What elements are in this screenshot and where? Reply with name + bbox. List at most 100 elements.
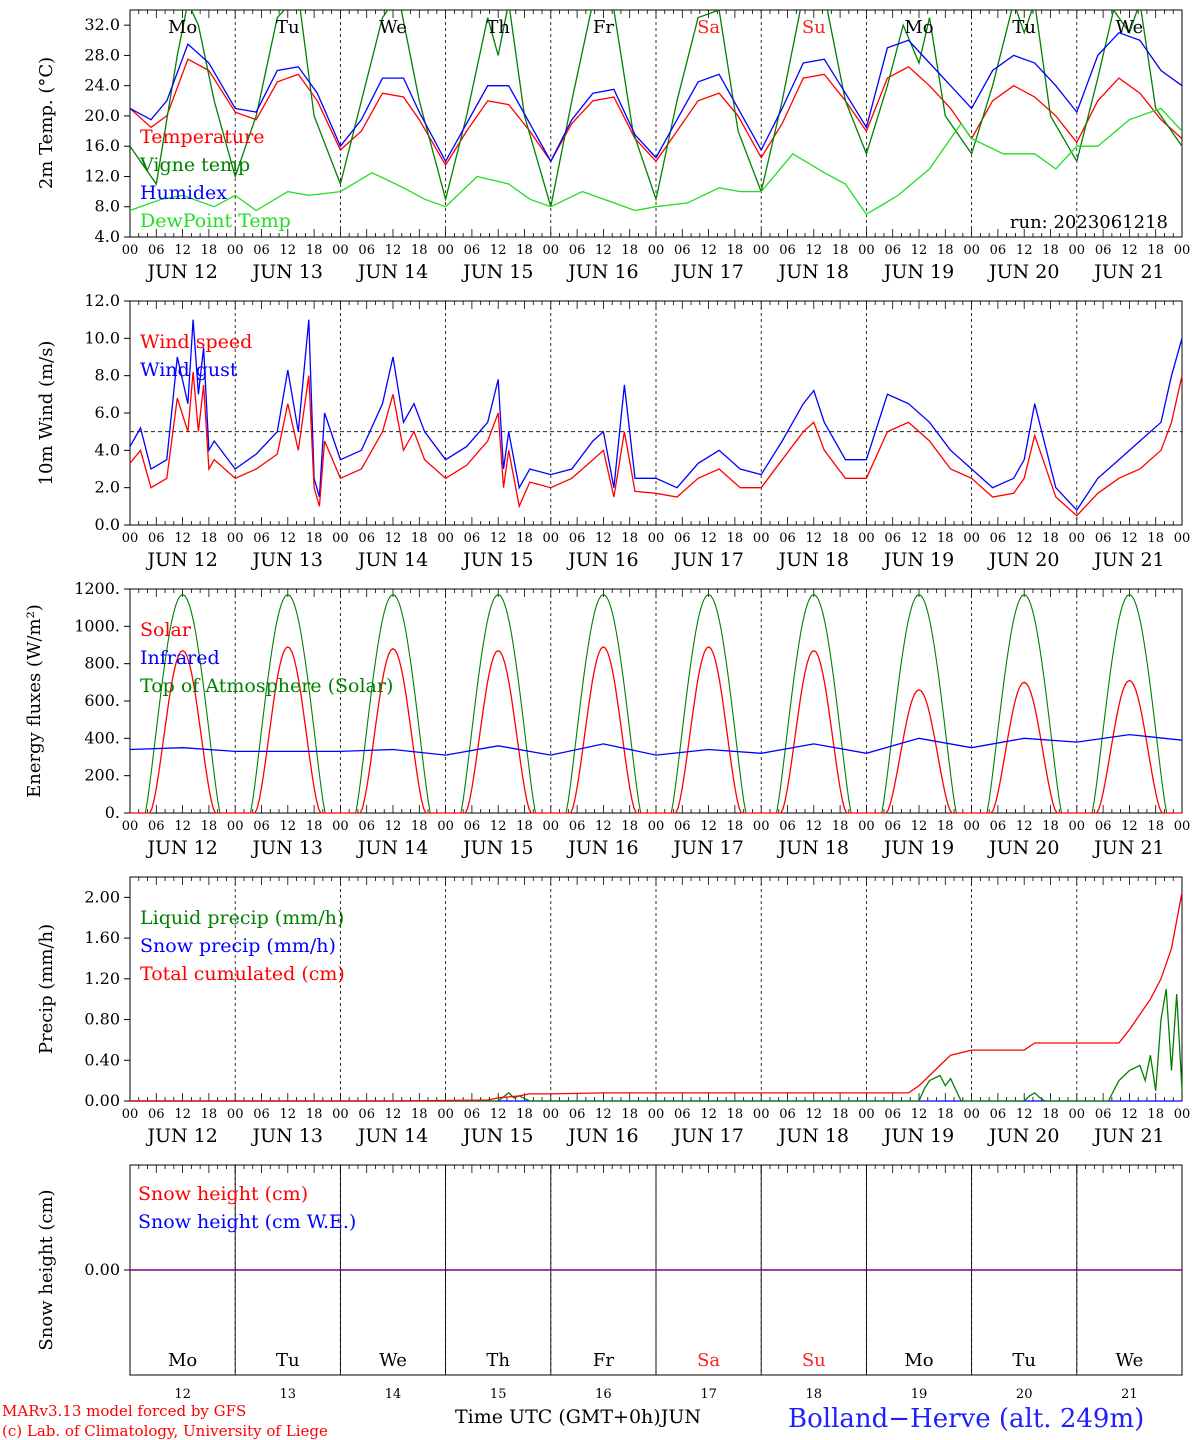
hour-tick-label: 00	[122, 819, 139, 834]
hour-tick-label: 12	[911, 243, 928, 258]
day-label: JUN 12	[145, 837, 217, 859]
hour-tick-label: 06	[253, 531, 270, 546]
day-label: JUN 20	[987, 1125, 1059, 1147]
y-tick-label: 8.0	[95, 366, 120, 385]
day-label: JUN 16	[566, 549, 638, 571]
hour-tick-label: 18	[832, 819, 849, 834]
day-label: JUN 21	[1092, 837, 1164, 859]
hour-tick-label: 00	[543, 243, 560, 258]
legend-entry: Snow precip (mm/h)	[140, 935, 336, 957]
hour-tick-label: 06	[148, 531, 165, 546]
hour-tick-label: 00	[437, 1107, 454, 1122]
hour-tick-label: 00	[437, 531, 454, 546]
hour-tick-label: 18	[516, 819, 533, 834]
hour-tick-label: 00	[332, 819, 349, 834]
day-label: JUN 21	[1092, 1125, 1164, 1147]
y-tick-label: 0.	[105, 803, 120, 822]
hour-tick-label: 00	[122, 1107, 139, 1122]
hour-tick-label: 00	[753, 1107, 770, 1122]
day-label: JUN 16	[566, 1125, 638, 1147]
series-solar	[130, 646, 1182, 814]
hour-tick-label: 00	[963, 243, 980, 258]
hour-tick-label: 00	[1069, 531, 1086, 546]
weekday-label: Su	[802, 17, 826, 38]
legend-entry: Snow height (cm)	[138, 1183, 308, 1205]
legend-entry: Humidex	[140, 182, 227, 204]
hour-tick-label: 06	[779, 531, 796, 546]
hour-tick-label: 00	[963, 531, 980, 546]
hour-tick-label: 18	[832, 1107, 849, 1122]
time-axis-label: Time UTC (GMT+0h)JUN	[455, 1406, 701, 1428]
day-label: JUN 15	[461, 837, 533, 859]
hour-tick-label: 12	[490, 819, 507, 834]
hour-tick-label: 12	[174, 1107, 191, 1122]
hour-tick-label: 12	[1016, 243, 1033, 258]
hour-tick-label: 18	[411, 531, 428, 546]
month-label: JUN	[660, 1406, 701, 1428]
hour-tick-label: 06	[358, 1107, 375, 1122]
day-label: JUN 17	[671, 261, 743, 283]
y-tick-label: 4.0	[95, 440, 120, 459]
precip-panel: 00 06 12 18 JUN 12 00 06 12 18 JUN 13 00 06 12 18 JUN …	[36, 876, 1190, 1147]
hour-tick-label: 18	[937, 531, 954, 546]
hour-tick-label: 06	[884, 531, 901, 546]
day-label: JUN 21	[1092, 549, 1164, 571]
hour-tick-label: 12	[911, 531, 928, 546]
hour-tick-label: 06	[884, 1107, 901, 1122]
y-tick-label: 1.20	[84, 969, 120, 988]
y-tick-label: 0.0	[95, 515, 120, 534]
hour-tick-label: 06	[674, 1107, 691, 1122]
meteogram-canvas: 00 06 12 18 JUN 12 00 06 12 18 JUN 13 00 06 12 18 JUN …	[24, 9, 1191, 1400]
hour-tick-label: 06	[358, 531, 375, 546]
series-humidex	[130, 31, 1182, 163]
hour-tick-label: 12	[700, 243, 717, 258]
hour-tick-label: 00	[963, 819, 980, 834]
y-axis-label: 2m Temp. (°C)	[36, 57, 57, 189]
hour-tick-label: 06	[569, 531, 586, 546]
series-group	[130, 10, 1182, 216]
hour-tick-label: 12	[490, 531, 507, 546]
run-label: run: 2023061218	[1010, 212, 1168, 233]
series-temperature	[130, 58, 1182, 167]
y-tick-label: 20.0	[84, 106, 120, 125]
snow-panel: 0.00 Snow height (cm) Snow height (cm W.E.…	[36, 1164, 1183, 1400]
day-label: JUN 12	[145, 261, 217, 283]
y-tick-label: 0.00	[84, 1091, 120, 1110]
hour-tick-label: 06	[1095, 1107, 1112, 1122]
hour-tick-label: 06	[358, 243, 375, 258]
series-total-cumulated-cm-	[130, 892, 1183, 1102]
hour-tick-label: 06	[990, 243, 1007, 258]
legend-entry: Wind gust	[140, 359, 238, 381]
hour-tick-label: 06	[990, 531, 1007, 546]
hour-tick-label: 00	[1069, 819, 1086, 834]
weekday-label: Mo	[168, 17, 197, 38]
legend-entry: Total cumulated (cm)	[140, 963, 345, 985]
hour-tick-label: 18	[201, 531, 218, 546]
weekday-label: We	[379, 17, 407, 38]
day-label: JUN 12	[145, 549, 217, 571]
y-tick-label: 12.0	[84, 166, 120, 185]
day-label: JUN 18	[777, 261, 849, 283]
hour-tick-label: 00	[1174, 819, 1191, 834]
hour-tick-label: 06	[1095, 243, 1112, 258]
day-number-label: 17	[700, 1387, 717, 1400]
day-label: JUN 17	[671, 549, 743, 571]
hour-tick-label: 12	[490, 1107, 507, 1122]
weekday-label: We	[379, 1350, 407, 1371]
series-vigne-temp	[130, 10, 1182, 207]
hour-tick-label: 12	[1121, 1107, 1138, 1122]
series-wind-speed	[129, 371, 1183, 517]
y-tick-label: 6.0	[95, 403, 120, 422]
hour-tick-label: 18	[306, 531, 323, 546]
hour-tick-label: 12	[806, 1107, 823, 1122]
y-tick-label: 600.	[84, 691, 120, 710]
day-label: JUN 17	[671, 837, 743, 859]
hour-tick-label: 18	[1042, 1107, 1059, 1122]
day-label: JUN 17	[671, 1125, 743, 1147]
hour-tick-label: 00	[227, 819, 244, 834]
weekday-label: Fr	[593, 17, 614, 38]
hour-tick-label: 18	[727, 1107, 744, 1122]
hour-tick-label: 00	[858, 819, 875, 834]
hour-tick-label: 12	[806, 819, 823, 834]
hour-tick-label: 00	[227, 243, 244, 258]
